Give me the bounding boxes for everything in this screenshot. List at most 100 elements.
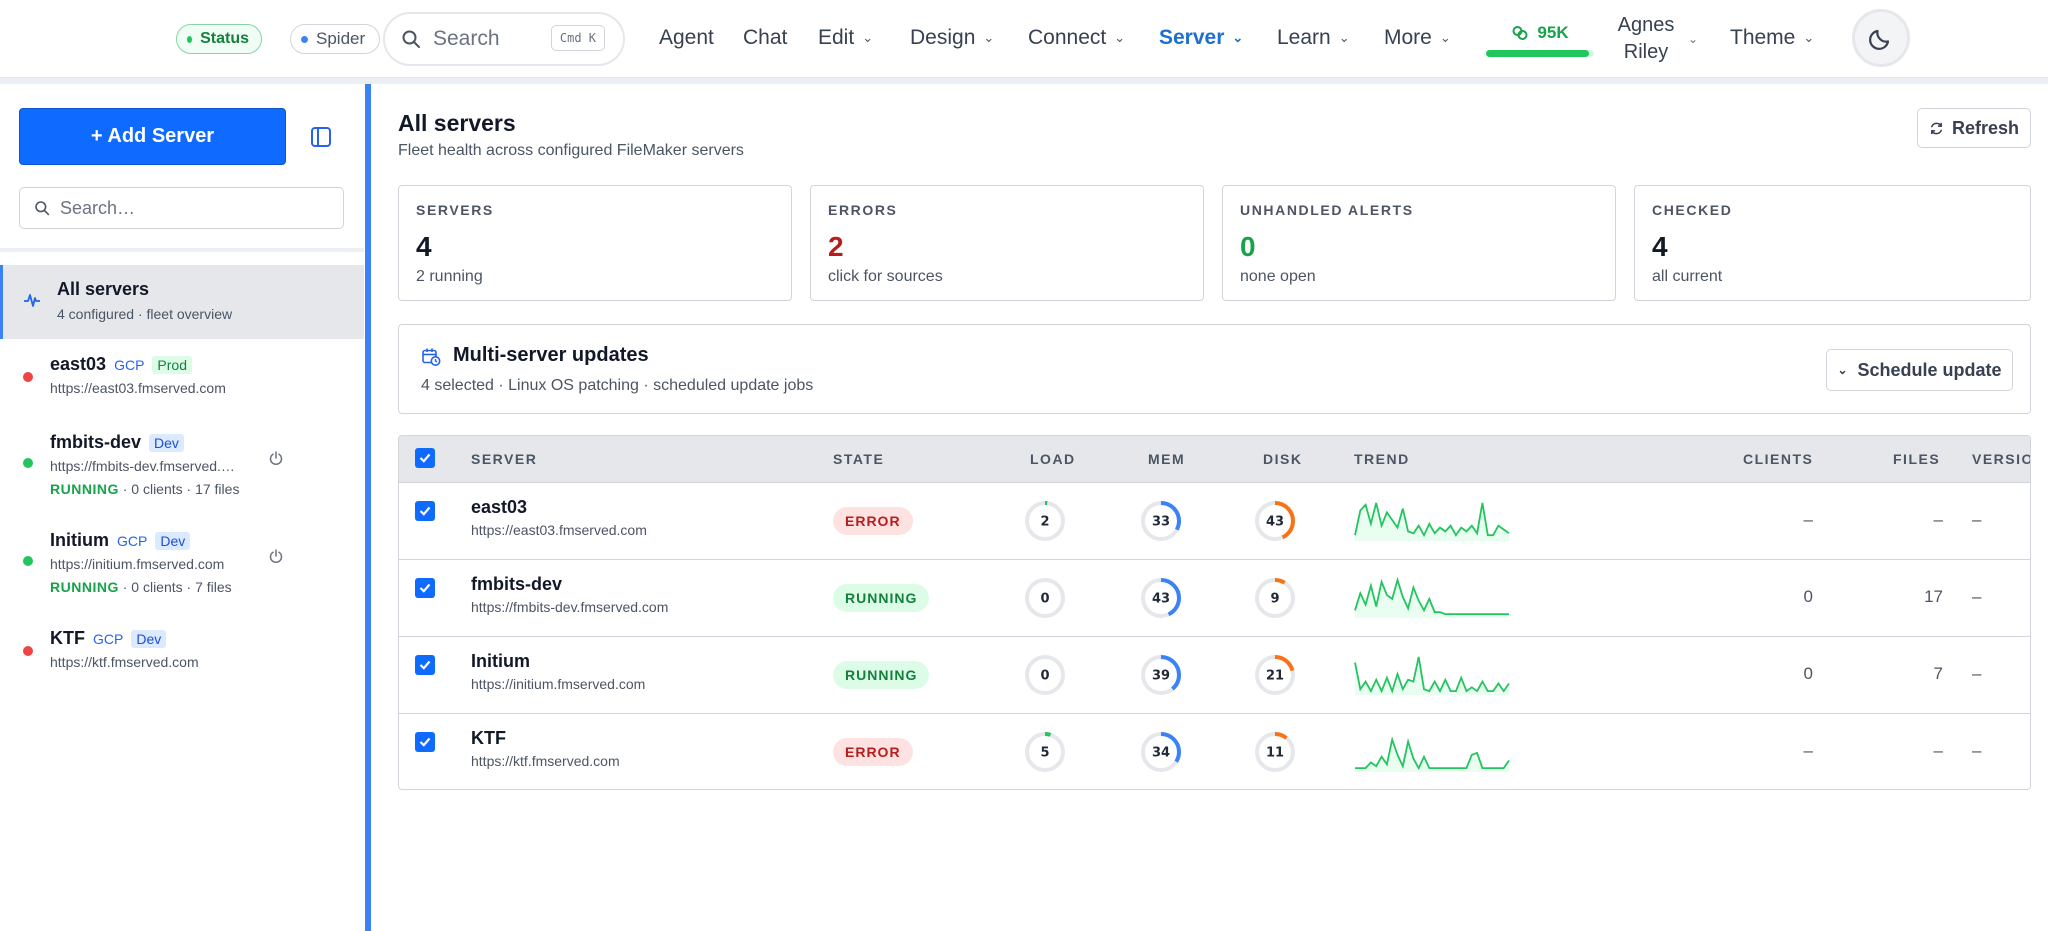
nav-learn[interactable]: Learn ⌄ [1277,26,1350,50]
state-badge: RUNNING [833,584,930,612]
sidebar-resize-handle[interactable] [365,84,371,931]
disk-gauge: 11 [1255,732,1295,772]
trend-area [1355,739,1509,772]
tag-gcp: GCP [114,356,145,373]
gauge-value: 43 [1266,515,1284,530]
check-icon [419,506,431,516]
stat-card-errors[interactable]: ERRORS 2 click for sources [810,185,1204,301]
col-version[interactable]: VERSION [1972,451,2030,467]
search-shortcut: Cmd K [550,25,605,51]
gauge-track [1025,578,1065,618]
gauge-value: 39 [1152,669,1170,684]
col-server[interactable]: SERVER [471,451,538,467]
sidebar-item-all-servers[interactable]: All servers 4 configured · fleet overvie… [0,265,364,339]
nav-theme[interactable]: Theme ⌄ [1730,26,1814,50]
stat-note: all current [1652,268,1723,285]
tag-dev: Dev [131,629,167,648]
user-last-name: Riley [1623,41,1669,63]
status-pill[interactable]: Status [176,24,262,54]
sidebar-item-fmbits-dev[interactable]: fmbits-dev Dev https://fmbits-dev.fmserve… [0,432,364,502]
server-name: east03 [50,354,107,374]
mem-gauge: 33 [1141,501,1181,541]
nav-agent[interactable]: Agent [659,26,714,50]
add-server-button[interactable]: + Add Server [19,108,286,165]
state-badge: RUNNING [833,661,930,689]
user-menu[interactable]: Agnes Riley [1606,12,1686,66]
refresh-button[interactable]: Refresh [1917,108,2031,148]
usage-meter[interactable]: 95K [1486,20,1594,57]
status-dot-icon [23,458,33,468]
nav-more[interactable]: More ⌄ [1384,26,1451,50]
trend-sparkline [1354,576,1509,618]
gauge-fill [1255,501,1295,541]
stat-value: 2 [828,231,844,262]
global-search-input[interactable]: Search Cmd K [383,12,625,66]
nav-design[interactable]: Design ⌄ [910,26,994,50]
nav-connect[interactable]: Connect ⌄ [1028,26,1125,50]
nav-chat[interactable]: Chat [743,26,787,50]
usage-meter-label: 95K [1537,23,1569,42]
trend-line [1354,656,1510,694]
power-icon[interactable] [268,548,284,564]
stat-value: 0 [1240,231,1256,262]
chevron-down-icon: ⌄ [1439,30,1451,45]
select-all-checkbox[interactable] [415,448,435,468]
spider-pill[interactable]: Spider [290,24,380,54]
server-name: fmbits-dev [50,432,142,452]
server-meta: · 0 clients · 7 files [118,579,232,595]
col-mem[interactable]: MEM [1148,451,1186,467]
schedule-update-button[interactable]: ⌄ Schedule update [1826,349,2013,391]
power-icon[interactable] [268,450,284,466]
nav-edit[interactable]: Edit ⌄ [818,26,873,50]
sidebar-item-ktf[interactable]: KTF GCP Dev https://ktf.fmserved.com [0,628,364,678]
table-row[interactable]: Initium https://initium.fmserved.com RUNNI… [399,636,2030,712]
trend-area [1355,502,1509,541]
gauge-value: 5 [1040,746,1049,761]
stat-label: ERRORS [828,202,898,218]
col-files[interactable]: FILES [1893,451,1941,467]
row-checkbox[interactable] [415,501,435,521]
main-content: All servers Fleet health across configur… [371,84,2048,931]
gauge-value: 2 [1040,515,1049,530]
state-badge: ERROR [833,738,913,766]
col-load[interactable]: LOAD [1030,451,1076,467]
col-state[interactable]: STATE [833,451,885,467]
search-icon [402,30,420,48]
dark-mode-toggle[interactable] [1852,9,1910,67]
sidebar-item-east03[interactable]: east03 GCP Prod https://east03.fmserved.co… [0,354,364,404]
row-checkbox[interactable] [415,578,435,598]
gauge-fill [1025,501,1065,541]
nav-server[interactable]: Server ⌄ [1159,26,1243,50]
nav-learn-label: Learn [1277,26,1331,49]
gauge-value: 0 [1040,669,1049,684]
row-server-name[interactable]: fmbits-dev [471,574,563,594]
row-clients: – [1803,510,1813,529]
nav-agent-label: Agent [659,26,714,49]
row-server-name[interactable]: KTF [471,728,506,748]
sidebar-search-input[interactable]: Search… [19,187,344,229]
chevron-down-icon: ⌄ [1338,30,1350,45]
sidebar-toggle-icon[interactable] [310,126,332,153]
trend-sparkline [1354,502,1510,541]
col-clients[interactable]: CLIENTS [1743,451,1814,467]
chevron-down-icon: ⌄ [1837,363,1848,377]
schedule-update-label: Schedule update [1857,359,2002,380]
table-row[interactable]: KTF https://ktf.fmserved.com ERROR – – – 5 34 11 [399,713,2030,789]
row-checkbox[interactable] [415,732,435,752]
row-server-name[interactable]: Initium [471,651,530,671]
row-server-url: https://initium.fmserved.com [471,676,646,692]
gauge-fill [1255,732,1295,772]
col-trend: TREND [1354,451,1410,467]
table-row[interactable]: east03 https://east03.fmserved.com ERROR – –… [399,482,2030,558]
status-dot-icon [187,35,193,43]
table-row[interactable]: fmbits-dev https://fmbits-dev.fmserved.co… [399,559,2030,635]
sidebar-search-placeholder: Search… [60,197,136,218]
col-disk[interactable]: DISK [1263,451,1303,467]
row-checkbox[interactable] [415,655,435,675]
trend-sparkline [1355,736,1510,772]
row-server-name[interactable]: east03 [471,497,528,517]
stat-label: UNHANDLED ALERTS [1240,202,1414,218]
server-state: RUNNING [50,579,119,595]
load-gauge: 2 [1025,501,1065,541]
sidebar-item-initium[interactable]: Initium GCP Dev https://initium.fmserved.c… [0,530,364,600]
